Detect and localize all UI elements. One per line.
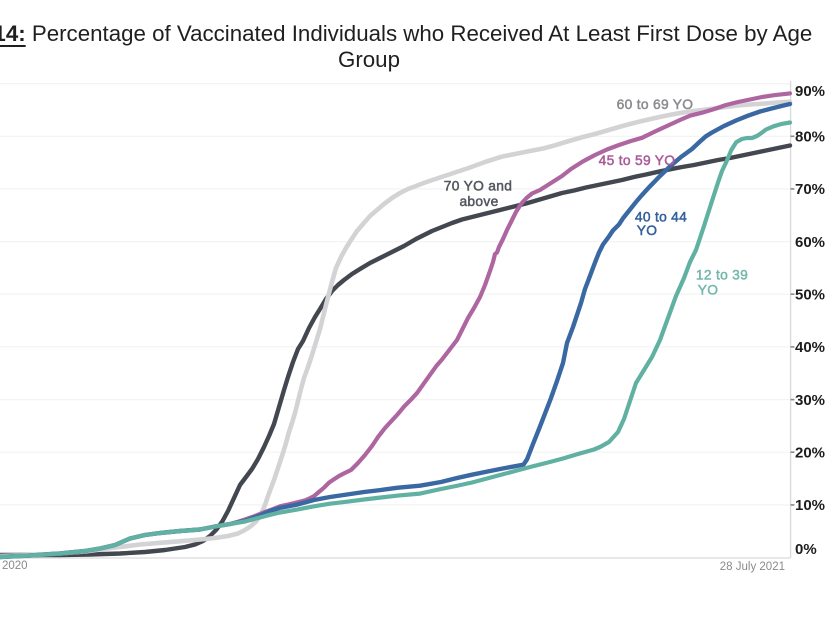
svg-text:20%: 20%: [795, 444, 825, 461]
svg-text:60%: 60%: [795, 234, 825, 251]
svg-text:90%: 90%: [795, 83, 825, 100]
svg-text:10%: 10%: [795, 497, 825, 514]
svg-text:12 to 39: 12 to 39: [696, 268, 748, 283]
svg-text:40 to 44: 40 to 44: [635, 210, 687, 225]
svg-text:above: above: [459, 194, 498, 209]
svg-text:30%: 30%: [795, 392, 825, 409]
svg-text:70%: 70%: [795, 181, 825, 198]
svg-text:40%: 40%: [795, 339, 825, 356]
svg-text:28 July 2021: 28 July 2021: [720, 561, 785, 573]
svg-text:45 to 59 YO: 45 to 59 YO: [599, 153, 676, 168]
svg-text:70 YO and: 70 YO and: [444, 179, 512, 194]
svg-text:0%: 0%: [795, 541, 817, 558]
svg-text:60 to 69 YO: 60 to 69 YO: [617, 97, 694, 112]
svg-text:50%: 50%: [795, 286, 825, 303]
svg-text:YO: YO: [637, 223, 658, 238]
svg-text:2020: 2020: [2, 560, 28, 572]
svg-text:80%: 80%: [795, 129, 825, 146]
svg-text:YO: YO: [698, 283, 719, 298]
